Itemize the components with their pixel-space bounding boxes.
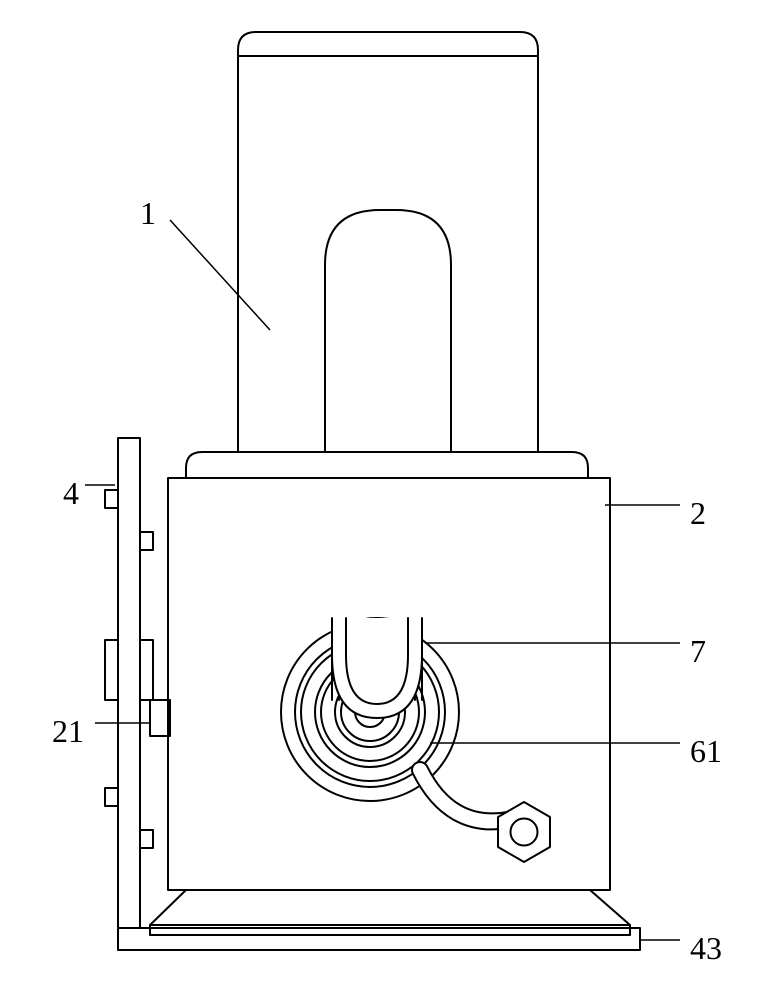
callout-label-61: 61 (690, 733, 722, 770)
technical-drawing (0, 0, 763, 1000)
callout-label-1: 1 (140, 195, 156, 232)
callout-label-2: 2 (690, 495, 706, 532)
callout-label-4: 4 (63, 475, 79, 512)
callout-label-21: 21 (52, 713, 84, 750)
callout-label-43: 43 (690, 930, 722, 967)
callout-label-7: 7 (690, 633, 706, 670)
